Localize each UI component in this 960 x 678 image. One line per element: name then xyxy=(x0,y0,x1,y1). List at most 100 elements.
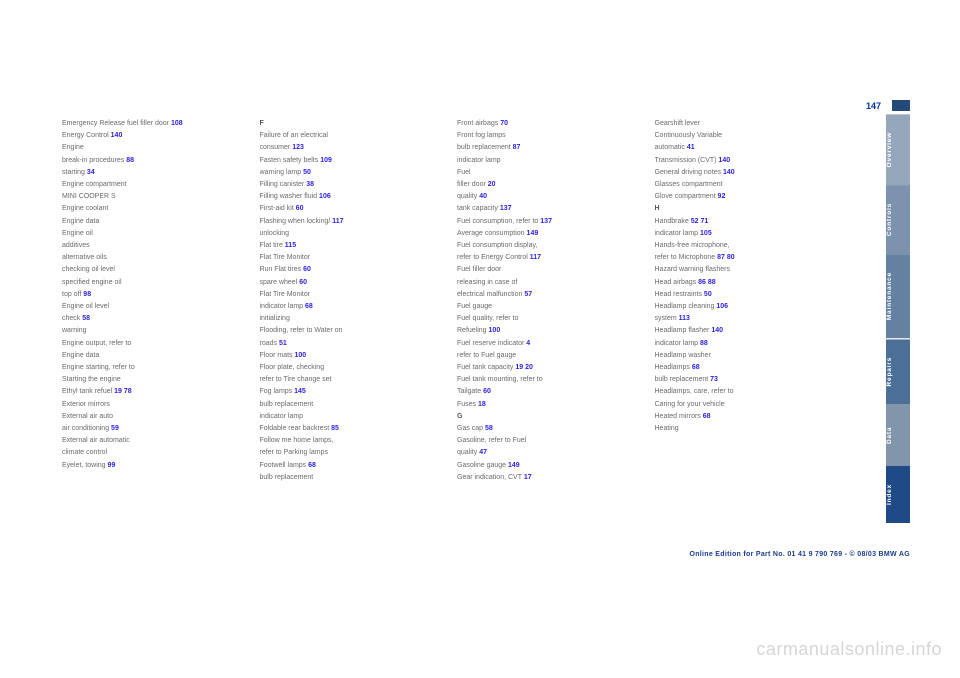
page-ref-link[interactable]: 51 xyxy=(279,340,287,347)
copyright-line: Online Edition for Part No. 01 41 9 790 … xyxy=(689,551,910,558)
page-ref-link[interactable]: 57 xyxy=(524,291,532,298)
index-entry-text: Front airbags xyxy=(457,120,498,127)
index-entry: specified engine oil xyxy=(62,277,260,289)
index-entry: Head restraints 50 xyxy=(655,289,853,301)
page-ref-link[interactable]: 149 xyxy=(508,462,520,469)
page-ref-link[interactable]: 123 xyxy=(292,144,304,151)
section-tab-index[interactable]: Index xyxy=(886,466,910,523)
page-ref-link[interactable]: 50 xyxy=(303,169,311,176)
index-entry-text: Engine compartment xyxy=(62,181,127,188)
page-ref-link[interactable]: 52 xyxy=(691,218,699,225)
page-ref-link[interactable]: 73 xyxy=(710,376,718,383)
page-ref-link[interactable]: 59 xyxy=(111,425,119,432)
page-ref-link[interactable]: 68 xyxy=(703,413,711,420)
page-ref-link[interactable]: 88 xyxy=(708,279,716,286)
index-entry-text: indicator lamp xyxy=(260,413,304,420)
page-ref-link[interactable]: 105 xyxy=(700,230,712,237)
page-ref-link[interactable]: 140 xyxy=(723,169,735,176)
index-entry-text: consumer xyxy=(260,144,291,151)
index-entry-text: bulb replacement xyxy=(457,144,511,151)
index-entry: Fuses 18 xyxy=(457,399,655,411)
page-ref-link[interactable]: 149 xyxy=(527,230,539,237)
page-ref-link[interactable]: 58 xyxy=(82,315,90,322)
index-entry-text: Headlamps xyxy=(655,364,690,371)
index-entry: refer to Energy Control 117 xyxy=(457,252,655,264)
index-entry-text: checking oil level xyxy=(62,266,115,273)
page-ref-link[interactable]: 80 xyxy=(727,254,735,261)
page-ref-link[interactable]: 140 xyxy=(718,157,730,164)
index-entry: refer to Parking lamps xyxy=(260,447,458,459)
page-ref-link[interactable]: 47 xyxy=(479,449,487,456)
page-ref-link[interactable]: 20 xyxy=(525,364,533,371)
page-ref-link[interactable]: 17 xyxy=(524,474,532,481)
index-entry: Headlamps 68 xyxy=(655,362,853,374)
page-ref-link[interactable]: 85 xyxy=(331,425,339,432)
page-ref-link[interactable]: 99 xyxy=(108,462,116,469)
index-entry-text: bulb replacement xyxy=(260,474,314,481)
page-ref-link[interactable]: 109 xyxy=(320,157,332,164)
index-entry-text: Eyelet, towing xyxy=(62,462,106,469)
page-ref-link[interactable]: 137 xyxy=(540,218,552,225)
page-ref-link[interactable]: 4 xyxy=(526,340,530,347)
page-ref-link[interactable]: 137 xyxy=(500,205,512,212)
page-ref-link[interactable]: 100 xyxy=(295,352,307,359)
page-ref-link[interactable]: 38 xyxy=(306,181,314,188)
page-ref-link[interactable]: 106 xyxy=(716,303,728,310)
page-ref-link[interactable]: 40 xyxy=(479,193,487,200)
index-entry: consumer 123 xyxy=(260,142,458,154)
page-ref-link[interactable]: 68 xyxy=(692,364,700,371)
page-ref-link[interactable]: 18 xyxy=(478,401,486,408)
page-ref-link[interactable]: 145 xyxy=(294,388,306,395)
index-entry-text: Engine xyxy=(62,144,84,151)
page-ref-link[interactable]: 115 xyxy=(285,242,296,249)
page-ref-link[interactable]: 113 xyxy=(679,315,690,322)
page-ref-link[interactable]: 87 xyxy=(717,254,725,261)
page-ref-link[interactable]: 71 xyxy=(700,218,708,225)
section-tab-maintenance[interactable]: Maintenance xyxy=(886,254,910,338)
index-entry: checking oil level xyxy=(62,264,260,276)
page-ref-link[interactable]: 140 xyxy=(111,132,123,139)
page-ref-link[interactable]: 70 xyxy=(500,120,508,127)
section-tab-overview[interactable]: Overview xyxy=(886,114,910,185)
page-ref-link[interactable]: 98 xyxy=(83,291,91,298)
index-entry: initializing xyxy=(260,313,458,325)
page-ref-link[interactable]: 19 xyxy=(114,388,122,395)
page-ref-link[interactable]: 88 xyxy=(700,340,708,347)
index-entry: warning xyxy=(62,325,260,337)
page-ref-link[interactable]: 86 xyxy=(698,279,706,286)
index-entry: Engine output, refer to xyxy=(62,338,260,350)
page-ref-link[interactable]: 87 xyxy=(513,144,521,151)
page-ref-link[interactable]: 108 xyxy=(171,120,183,127)
page-ref-link[interactable]: 34 xyxy=(87,169,95,176)
index-entry-text: tank capacity xyxy=(457,205,498,212)
page-ref-link[interactable]: 78 xyxy=(124,388,132,395)
index-entry: Fuel quality, refer to xyxy=(457,313,655,325)
page-ref-link[interactable]: 50 xyxy=(704,291,712,298)
page-ref-link[interactable]: 88 xyxy=(126,157,134,164)
page-ref-link[interactable]: 58 xyxy=(485,425,493,432)
page-ref-link[interactable]: 117 xyxy=(332,218,343,225)
index-entry: starting 34 xyxy=(62,167,260,179)
page-ref-link[interactable]: 60 xyxy=(483,388,491,395)
page-ref-link[interactable]: 60 xyxy=(296,205,304,212)
page-ref-link[interactable]: 92 xyxy=(718,193,726,200)
page-ref-link[interactable]: 68 xyxy=(308,462,316,469)
page-ref-link[interactable]: 117 xyxy=(530,254,541,261)
page-ref-link[interactable]: 106 xyxy=(319,193,331,200)
page-ref-link[interactable]: 41 xyxy=(687,144,695,151)
index-entry: Run Flat tires 60 xyxy=(260,264,458,276)
section-tab-data[interactable]: Data xyxy=(886,404,910,466)
page-ref-link[interactable]: 60 xyxy=(299,279,307,286)
index-entry: refer to Fuel gauge xyxy=(457,350,655,362)
section-tab-repairs[interactable]: Repairs xyxy=(886,339,910,404)
page-ref-link[interactable]: 60 xyxy=(303,266,311,273)
page-ref-link[interactable]: 68 xyxy=(305,303,313,310)
index-entry-text: Gear indication, CVT xyxy=(457,474,522,481)
page-ref-link[interactable]: 19 xyxy=(515,364,523,371)
index-column: Emergency Release fuel filler door 108En… xyxy=(62,118,260,484)
page-ref-link[interactable]: 140 xyxy=(711,327,723,334)
page-ref-link[interactable]: 20 xyxy=(488,181,496,188)
page-ref-link[interactable]: 100 xyxy=(489,327,501,334)
section-tab-controls[interactable]: Controls xyxy=(886,185,910,254)
index-entry-text: Engine coolant xyxy=(62,205,108,212)
